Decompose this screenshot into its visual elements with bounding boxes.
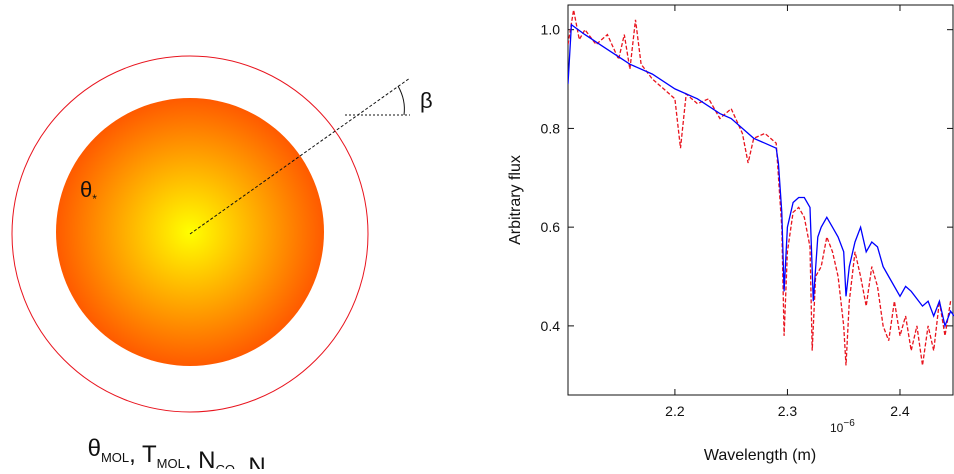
y-tick-label: 0.8 — [541, 120, 561, 136]
y-tick-label: 1.0 — [541, 22, 561, 38]
x-tick-label: 2.4 — [890, 403, 910, 419]
y-axis-label: Arbitrary flux — [507, 155, 524, 245]
label-main: θ — [80, 177, 92, 202]
series-line — [568, 23, 954, 329]
label-sub: * — [92, 192, 97, 206]
offset-exponent: −6 — [843, 418, 855, 429]
series-line — [568, 9, 952, 366]
label-sub: MOL — [101, 450, 129, 465]
plot-frame — [567, 4, 954, 396]
x-tick-label: 2.2 — [665, 403, 685, 419]
chart: 0.4 0.6 0.8 1.0 2.2 2.3 2.4 10−6 Wavelength (m) A… — [507, 4, 954, 464]
label-main: , N — [235, 453, 266, 469]
angle-arc — [397, 85, 405, 116]
x-axis-label: Wavelength (m) — [704, 447, 816, 464]
label-main: , N — [185, 447, 216, 469]
label-sub: MOL — [157, 456, 185, 469]
x-offset-label: 10−6 — [830, 418, 855, 435]
star — [56, 98, 324, 366]
outer-shell — [11, 55, 369, 413]
angle-label: β — [420, 88, 433, 113]
y-tick-label: 0.4 — [541, 318, 561, 334]
caption: θMOL, TMOL, NCO, NH2O — [88, 435, 293, 469]
star-label: θ* — [80, 177, 97, 206]
label-main: θ — [88, 435, 101, 462]
offset-base: 10 — [830, 421, 844, 435]
label-main: , T — [129, 441, 157, 468]
label-sub: CO — [216, 462, 236, 469]
x-tick-label: 2.3 — [778, 403, 798, 419]
y-tick-label: 0.6 — [541, 219, 561, 235]
